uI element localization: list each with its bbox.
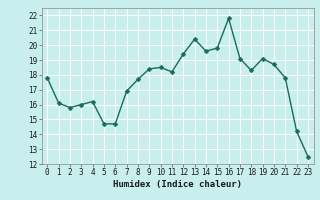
X-axis label: Humidex (Indice chaleur): Humidex (Indice chaleur) [113,180,242,189]
